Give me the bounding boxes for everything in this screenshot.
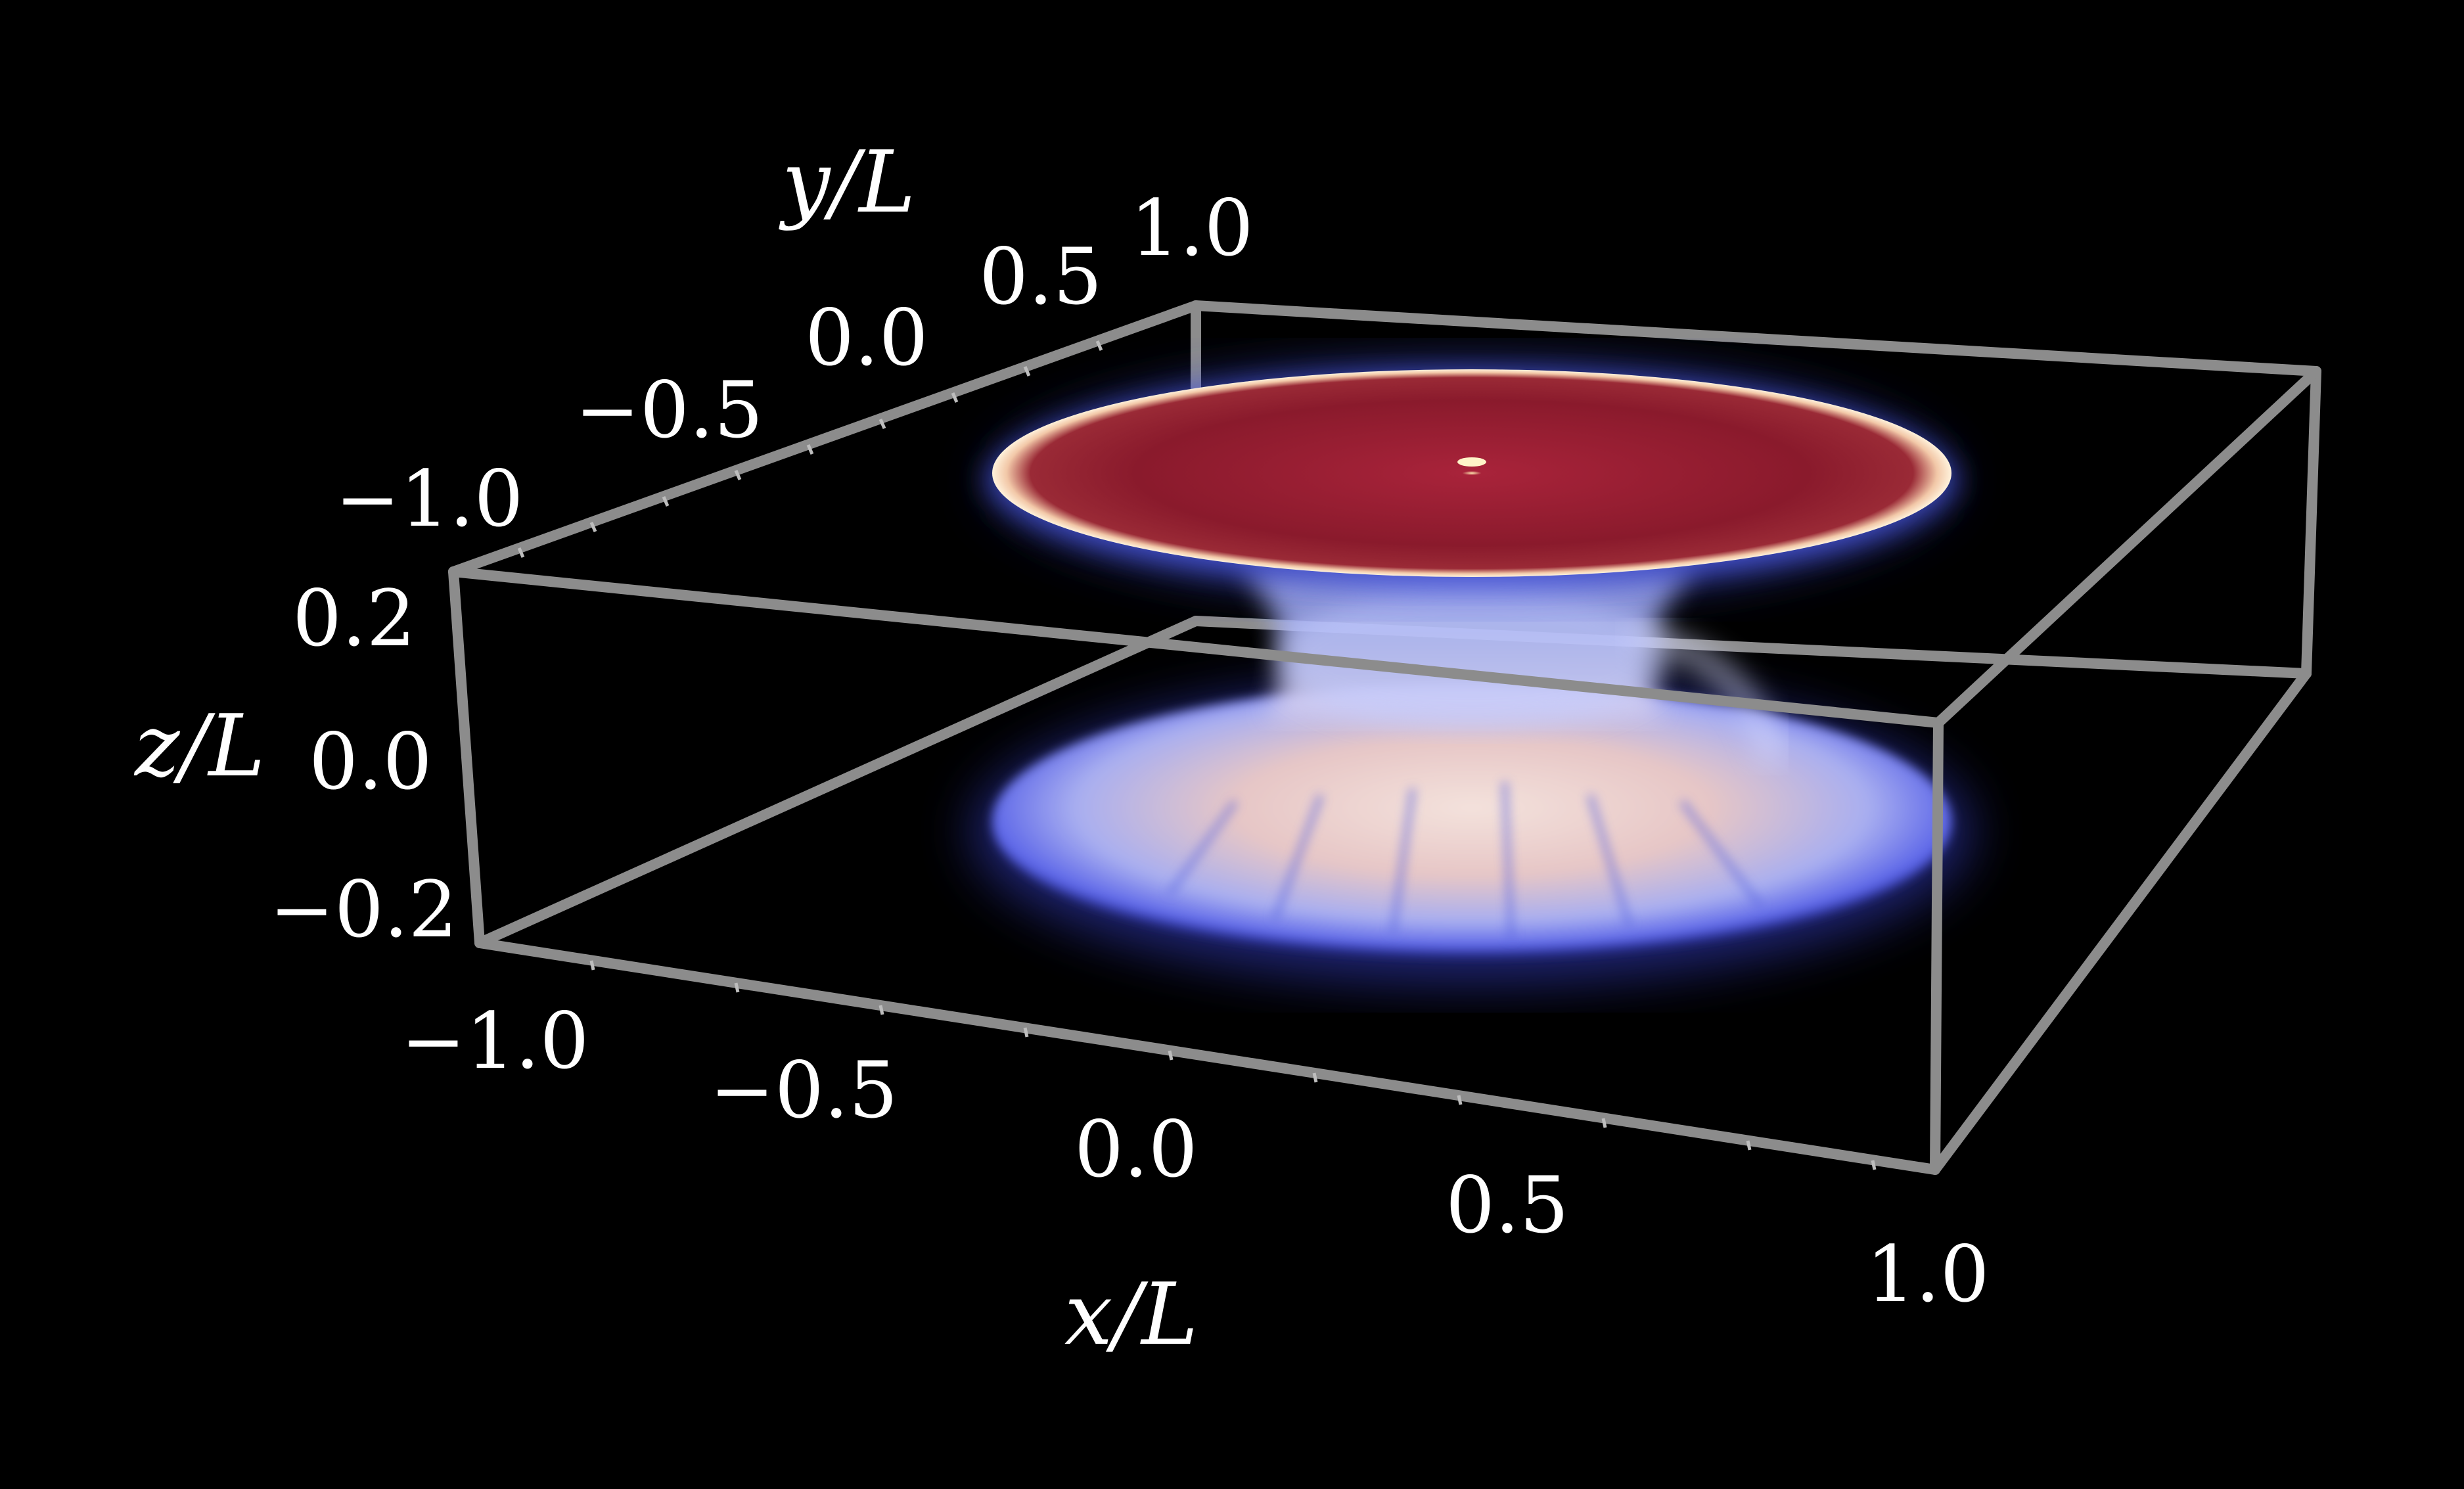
z-tick-label: 0.2	[292, 573, 416, 664]
bottom-lobe	[972, 680, 1971, 982]
x-tick-label: −1.0	[401, 996, 589, 1086]
x-tick-label: 1.0	[1866, 1229, 1990, 1319]
x-axis-ticks: −1.0 −0.5 0.0 0.5 1.0	[401, 996, 1990, 1319]
y-axis-label: y/L	[779, 132, 916, 232]
z-axis-label: z/L	[133, 696, 265, 796]
x-tick-label: 0.0	[1074, 1104, 1198, 1195]
axis-tick-marks	[517, 340, 1877, 1170]
x-tick-label: −0.5	[710, 1045, 898, 1135]
y-tick-label: −0.5	[575, 365, 764, 455]
y-tick-label: 0.0	[805, 292, 928, 383]
y-axis-ticks: −1.0 −0.5 0.0 0.5 1.0	[335, 183, 1254, 544]
disk-center-hotspot	[1457, 457, 1486, 467]
top-disk	[972, 361, 1971, 598]
z-tick-label: 0.0	[309, 716, 432, 807]
x-tick-label: 0.5	[1446, 1160, 1569, 1250]
z-axis-ticks: 0.2 0.0 −0.2	[269, 573, 458, 955]
x-axis-label: x/L	[1064, 1264, 1198, 1364]
y-tick-label: −1.0	[335, 453, 524, 544]
central-neck	[1242, 565, 1787, 766]
box-front-edges	[448, 366, 2321, 1175]
z-tick-label: −0.2	[269, 864, 458, 955]
y-tick-label: 0.5	[979, 231, 1103, 322]
y-tick-label: 1.0	[1130, 183, 1254, 273]
